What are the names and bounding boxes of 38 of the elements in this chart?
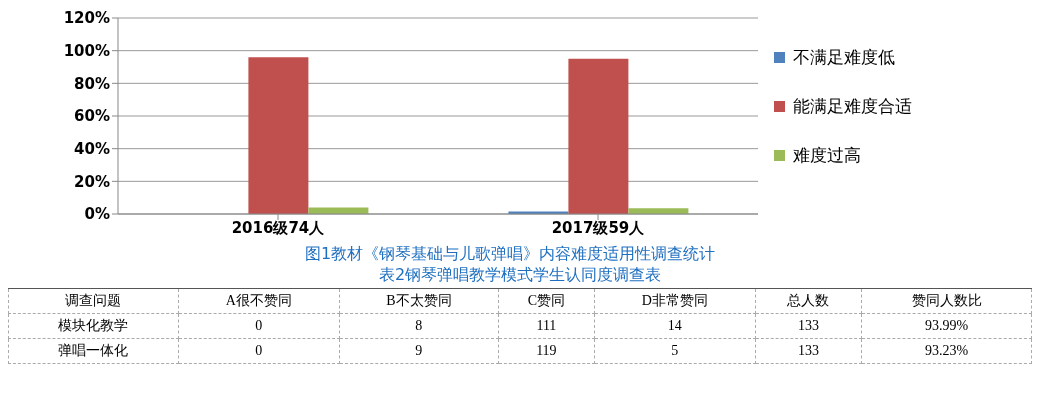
- y-tick-label: 120%: [63, 9, 110, 28]
- text: 111: [536, 318, 557, 333]
- y-tick-label: 0%: [84, 205, 110, 224]
- category-label: 模块化教学: [58, 318, 129, 333]
- legend-label: 能满足难度合适: [793, 94, 912, 118]
- x-tick-label: 2017级59人: [551, 218, 646, 237]
- text: 0: [255, 318, 263, 333]
- text: 图1教材《钢琴基础与儿歌弹唱》内容难度适用性调查统计: [303, 244, 717, 265]
- category-label: A很不赞同: [178, 288, 340, 314]
- bar: [568, 58, 629, 214]
- category-label: B不太赞同: [339, 288, 499, 314]
- category-label: 弹唱一体化: [58, 343, 129, 358]
- bar: [248, 57, 309, 214]
- legend-label: 不满足难度低: [793, 45, 895, 69]
- text: 0: [255, 343, 263, 358]
- text: 133: [797, 343, 819, 358]
- legend-label: 难度过高: [793, 143, 861, 167]
- category-label: 赞同人数比: [861, 288, 1032, 314]
- text: 表2钢琴弹唱教学模式学生认同度调查表: [377, 265, 663, 286]
- text: 14: [667, 318, 682, 333]
- y-tick-label: 100%: [63, 41, 110, 60]
- y-tick-label: 80%: [74, 74, 110, 93]
- text: 93.99%: [925, 318, 969, 333]
- text: 119: [536, 343, 557, 358]
- y-tick-label: 60%: [74, 107, 110, 126]
- text: 93.23%: [925, 343, 969, 358]
- text: 9: [415, 343, 423, 358]
- category-label: C赞同: [498, 288, 595, 314]
- y-tick-label: 40%: [74, 139, 110, 158]
- text: 8: [415, 318, 423, 333]
- text: 5: [671, 343, 679, 358]
- category-label: 总人数: [755, 288, 862, 314]
- text: 133: [797, 318, 819, 333]
- bar: [308, 207, 369, 214]
- x-tick-label: 2016级74人: [231, 218, 326, 237]
- category-label: D非常赞同: [594, 288, 756, 314]
- text: 调查问题: [8, 288, 179, 314]
- y-tick-label: 20%: [74, 172, 110, 191]
